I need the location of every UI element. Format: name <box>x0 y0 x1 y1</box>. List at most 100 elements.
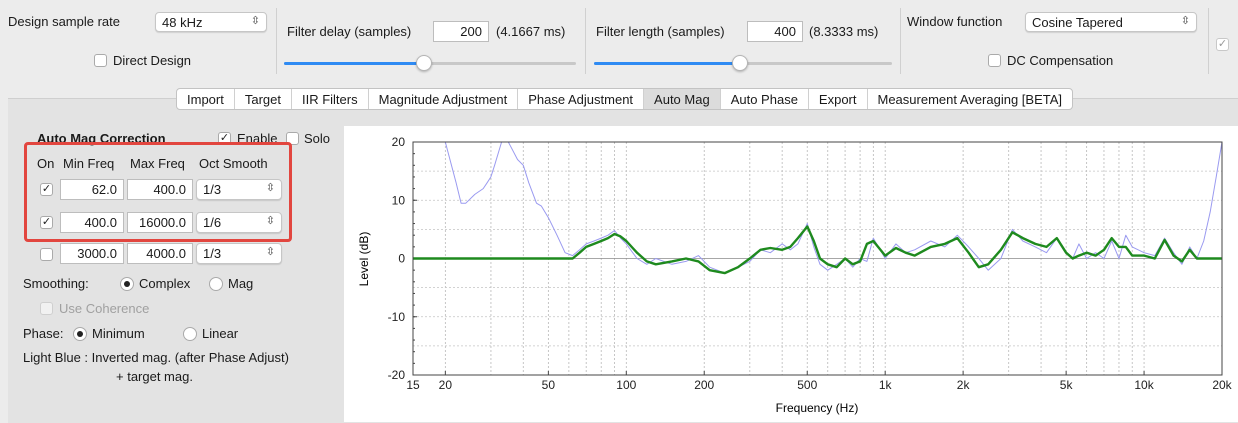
y-tick-label: 10 <box>392 193 406 207</box>
tab-bar: Import Target IIR Filters Magnitude Adju… <box>176 88 1074 110</box>
row2-on-checkbox[interactable]: ✓ <box>40 216 53 229</box>
x-tick-label: 20k <box>1212 378 1232 392</box>
x-tick-label: 5k <box>1060 378 1074 392</box>
dc-compensation-label: DC Compensation <box>1007 53 1114 68</box>
use-coherence-checkbox[interactable] <box>40 302 53 315</box>
x-tick-label: 20 <box>439 378 453 392</box>
row2-oct-smooth-select[interactable]: 1/6 ⇳ <box>196 212 282 233</box>
updown-chevron-icon: ⇳ <box>250 15 260 27</box>
tab-measurement-averaging[interactable]: Measurement Averaging [BETA] <box>877 92 1063 107</box>
row3-min-freq-input[interactable]: 3000.0 <box>60 243 124 264</box>
smoothing-mag-label: Mag <box>228 276 254 291</box>
plot-frame <box>412 141 1223 376</box>
row2-max-freq-input[interactable]: 16000.0 <box>127 212 193 233</box>
legend-note-line1: Light Blue : Inverted mag. (after Phase … <box>23 350 289 365</box>
row1-max-freq-input[interactable]: 400.0 <box>127 179 193 200</box>
toolbar-divider <box>1208 8 1209 74</box>
y-tick-label: 0 <box>398 252 405 266</box>
filter-delay-input[interactable]: 200 <box>433 21 489 42</box>
phase-label: Phase: <box>23 326 64 341</box>
updown-chevron-icon: ⇳ <box>265 182 275 194</box>
phase-minimum-radio[interactable] <box>73 327 87 341</box>
filter-length-input[interactable]: 400 <box>747 21 803 42</box>
toolbar-divider <box>276 8 277 74</box>
tab-auto-phase[interactable]: Auto Phase <box>721 89 809 109</box>
x-tick-label: 10k <box>1134 378 1154 392</box>
toolbar-divider <box>585 8 586 74</box>
col-header-min-freq: Min Freq <box>63 156 115 171</box>
tab-auto-mag[interactable]: Auto Mag <box>644 89 721 109</box>
filter-delay-slider[interactable] <box>284 55 576 71</box>
phase-minimum-label: Minimum <box>92 326 145 341</box>
x-axis-label: Frequency (Hz) <box>776 401 859 415</box>
window-function-value: Cosine Tapered <box>1032 15 1123 30</box>
use-coherence-label: Use Coherence <box>59 301 150 316</box>
row1-on-checkbox[interactable]: ✓ <box>40 183 53 196</box>
updown-chevron-icon: ⇳ <box>265 246 275 258</box>
slider-knob[interactable] <box>416 55 433 71</box>
filter-delay-label: Filter delay (samples) <box>287 24 412 39</box>
x-tick-label: 50 <box>542 378 556 392</box>
sample-rate-value: 48 kHz <box>162 15 203 30</box>
row3-on-checkbox[interactable] <box>40 248 53 261</box>
highlight-box <box>24 142 292 242</box>
smoothing-complex-radio[interactable] <box>120 277 134 291</box>
tab-target[interactable]: Target <box>235 89 292 109</box>
chart-lines <box>413 141 1223 275</box>
legend-note-line2: + target mag. <box>116 369 193 384</box>
updown-chevron-icon: ⇳ <box>265 215 275 227</box>
x-tick-label: 200 <box>694 378 714 392</box>
col-header-on: On <box>37 156 55 171</box>
y-tick-label: -20 <box>388 368 406 382</box>
x-tick-label: 100 <box>616 378 636 392</box>
phase-linear-label: Linear <box>202 326 239 341</box>
row3-oct-smooth-select[interactable]: 1/3 ⇳ <box>196 243 282 264</box>
tab-phase-adjustment[interactable]: Phase Adjustment <box>518 89 645 109</box>
row2-oct-smooth-value: 1/6 <box>203 215 222 230</box>
enable-checkbox[interactable]: ✓ <box>218 132 231 145</box>
tab-export[interactable]: Export <box>809 89 868 109</box>
filter-delay-ms: (4.1667 ms) <box>496 24 566 39</box>
y-tick-label: -10 <box>388 310 406 324</box>
slider-fill <box>284 62 425 65</box>
chart-ticks: 15 20 50 100 200 500 1k 2k 5k 10k 20k -20 -10 0 10 20 <box>388 135 1233 392</box>
row1-min-freq-input[interactable]: 62.0 <box>60 179 124 200</box>
frequency-response-chart: 15 20 50 100 200 500 1k 2k 5k 10k 20k -20 -10 0 10 20 L… <box>357 135 1233 415</box>
col-header-max-freq: Max Freq <box>130 156 185 171</box>
row1-oct-smooth-value: 1/3 <box>203 182 222 197</box>
filter-length-slider[interactable] <box>594 55 892 71</box>
smoothing-label: Smoothing: <box>23 276 89 291</box>
smoothing-mag-radio[interactable] <box>209 277 223 291</box>
x-tick-label: 15 <box>406 378 420 392</box>
y-axis-label: Level (dB) <box>357 232 371 287</box>
row2-min-freq-input[interactable]: 400.0 <box>60 212 124 233</box>
updown-chevron-icon: ⇳ <box>1180 15 1190 27</box>
tab-magnitude-adjustment[interactable]: Magnitude Adjustment <box>369 89 519 109</box>
x-tick-label: 1k <box>879 378 893 392</box>
row3-oct-smooth-value: 1/3 <box>203 246 222 261</box>
correction-line <box>413 225 1222 275</box>
dc-compensation-checkbox[interactable] <box>988 54 1001 67</box>
direct-design-label: Direct Design <box>113 53 192 68</box>
phase-linear-radio[interactable] <box>183 327 197 341</box>
window-function-label: Window function <box>907 14 1003 29</box>
filter-length-ms: (8.3333 ms) <box>809 24 879 39</box>
y-tick-label: 20 <box>392 135 406 149</box>
smoothing-complex-label: Complex <box>139 276 191 291</box>
slider-knob[interactable] <box>732 55 749 71</box>
window-function-select[interactable]: Cosine Tapered ⇳ <box>1025 12 1197 32</box>
x-tick-label: 2k <box>957 378 971 392</box>
direct-design-checkbox[interactable] <box>94 54 107 67</box>
tab-import[interactable]: Import <box>177 89 235 109</box>
x-tick-label: 500 <box>797 378 817 392</box>
plot-area <box>344 126 1238 422</box>
solo-label: Solo <box>304 131 331 146</box>
slider-fill <box>594 62 741 65</box>
row1-oct-smooth-select[interactable]: 1/3 ⇳ <box>196 179 282 200</box>
partial-checkbox[interactable]: ✓ <box>1216 38 1229 51</box>
row3-max-freq-input[interactable]: 4000.0 <box>127 243 193 264</box>
tab-iir-filters[interactable]: IIR Filters <box>292 89 369 109</box>
solo-checkbox[interactable] <box>286 132 299 145</box>
toolbar-divider <box>900 8 901 74</box>
sample-rate-select[interactable]: 48 kHz ⇳ <box>155 12 267 32</box>
